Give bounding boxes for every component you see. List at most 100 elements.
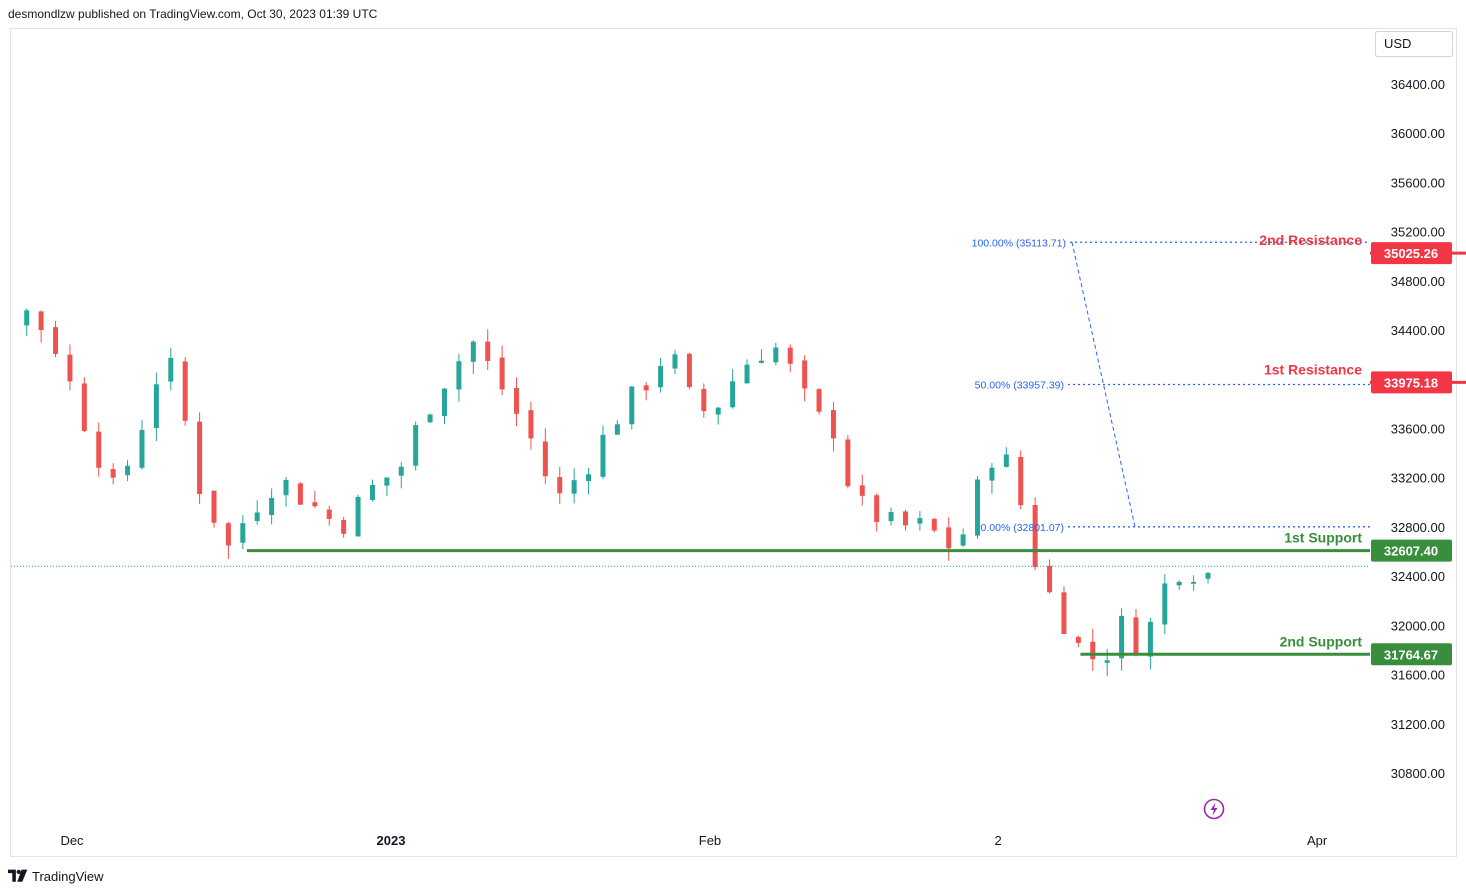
- candle-body: [168, 357, 174, 382]
- candle-body: [341, 519, 347, 534]
- x-tick-label: Feb: [699, 833, 721, 848]
- candle-body: [254, 512, 260, 522]
- fib-level-label: 50.00% (33957.39): [975, 380, 1064, 392]
- y-tick-label: 31200.00: [1391, 717, 1445, 732]
- candle-body: [470, 341, 476, 362]
- candle-body: [125, 465, 131, 476]
- candle-body: [1147, 621, 1153, 657]
- y-tick-label: 35600.00: [1391, 175, 1445, 190]
- candle-body: [946, 527, 952, 549]
- candle-body: [312, 502, 318, 507]
- candle-body: [1133, 617, 1139, 656]
- price-tag-label: 35025.26: [1384, 246, 1438, 261]
- candle-body: [600, 434, 606, 477]
- candle-body: [715, 407, 721, 415]
- price-tag-label: 32607.40: [1384, 544, 1438, 559]
- candle-body: [975, 479, 981, 536]
- footer-brand[interactable]: TradingView: [8, 866, 104, 886]
- candle-body: [326, 509, 332, 519]
- candle-body: [888, 511, 894, 522]
- candle-body: [182, 361, 188, 421]
- candle-body: [240, 523, 246, 543]
- candle-body: [369, 485, 375, 500]
- price-tag: [1371, 643, 1452, 666]
- candle-body: [1191, 581, 1197, 584]
- candle-body: [557, 477, 563, 494]
- candle-body: [830, 410, 836, 439]
- level-name-label: 1st Resistance: [1264, 361, 1362, 377]
- level-name-label: 1st Support: [1284, 530, 1362, 546]
- candle-body: [398, 466, 404, 476]
- y-tick-label: 34800.00: [1391, 274, 1445, 289]
- x-tick-label: 2: [994, 833, 1001, 848]
- x-tick-label: Dec: [60, 833, 84, 848]
- candle-body: [413, 425, 419, 466]
- candle-body: [758, 360, 764, 363]
- y-tick-label: 35200.00: [1391, 225, 1445, 240]
- x-tick-label: 2023: [377, 833, 406, 848]
- candle-body: [514, 387, 520, 414]
- price-tag: [1371, 539, 1452, 562]
- candle-body: [1061, 592, 1067, 634]
- y-tick-label: 32800.00: [1391, 520, 1445, 535]
- candle-body: [38, 311, 44, 330]
- price-tag-label: 31764.67: [1384, 647, 1438, 662]
- candle-body: [787, 347, 793, 364]
- candle-body: [269, 497, 275, 516]
- candle-body: [902, 511, 908, 526]
- y-tick-label: 30800.00: [1391, 766, 1445, 781]
- candle-body: [197, 421, 203, 495]
- candle-body: [643, 385, 649, 391]
- candle-body: [1104, 660, 1110, 663]
- candle-body: [1162, 583, 1168, 625]
- y-tick-label: 33200.00: [1391, 471, 1445, 486]
- price-tag: [1371, 371, 1452, 394]
- candle-body: [960, 534, 966, 546]
- publisher-attribution: desmondlzw published on TradingView.com,…: [8, 7, 378, 21]
- candle-body: [701, 388, 707, 412]
- candle-body: [773, 347, 779, 363]
- level-name-label: 2nd Support: [1280, 633, 1363, 649]
- candle-body: [355, 496, 361, 537]
- currency-selector[interactable]: USD: [1375, 31, 1453, 57]
- candle-body: [730, 381, 736, 408]
- candle-body: [81, 383, 87, 431]
- candle-body: [614, 424, 620, 435]
- candle-body: [53, 327, 59, 354]
- candle-body: [845, 439, 851, 487]
- candle-body: [96, 431, 102, 468]
- tradingview-logo-icon: [8, 869, 28, 882]
- candle-body: [139, 429, 145, 468]
- candle-body: [1032, 505, 1038, 568]
- chart-frame: [10, 28, 1457, 857]
- footer-brand-label: TradingView: [32, 868, 104, 884]
- candle-body: [874, 495, 880, 522]
- candle-body: [917, 518, 923, 524]
- candle-body: [225, 523, 231, 546]
- y-tick-label: 34400.00: [1391, 323, 1445, 338]
- candle-body: [1047, 565, 1053, 593]
- candle-body: [672, 354, 678, 369]
- candle-body: [989, 467, 995, 481]
- candle-body: [658, 366, 664, 388]
- candle-body: [686, 353, 692, 388]
- candle-body: [427, 414, 433, 423]
- candle-body: [485, 341, 491, 361]
- candle-body: [1018, 456, 1024, 506]
- y-tick-label: 36400.00: [1391, 77, 1445, 92]
- candle-body: [816, 389, 822, 412]
- y-tick-label: 31600.00: [1391, 668, 1445, 683]
- candle-body: [110, 469, 116, 478]
- fib-level-label: 0.00% (32801.07): [981, 522, 1064, 534]
- candle-body: [1176, 581, 1182, 586]
- y-tick-label: 32400.00: [1391, 569, 1445, 584]
- y-tick-label: 32000.00: [1391, 618, 1445, 633]
- price-tag: [1371, 242, 1452, 265]
- candle-body: [297, 483, 303, 505]
- lightning-bolt-icon[interactable]: [1203, 798, 1225, 820]
- candle-body: [1119, 615, 1125, 659]
- price-tag-label: 33975.18: [1384, 375, 1438, 390]
- candle-body: [1075, 636, 1081, 644]
- candle-body: [1003, 454, 1009, 467]
